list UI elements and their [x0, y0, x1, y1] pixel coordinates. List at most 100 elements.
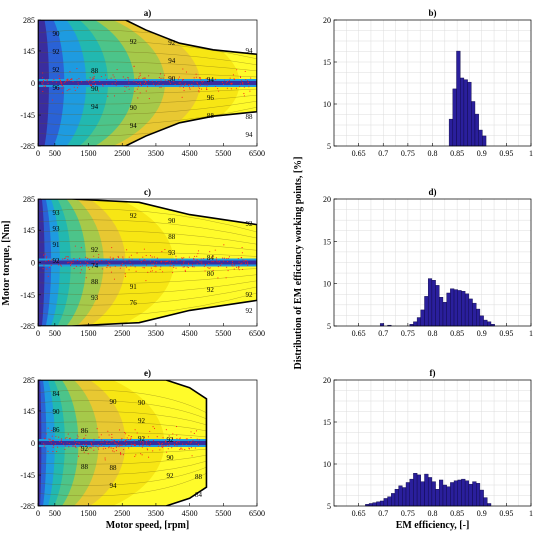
working-point	[155, 80, 157, 82]
working-point	[128, 435, 130, 437]
working-point	[232, 265, 234, 267]
contour-line	[38, 286, 257, 306]
working-point	[89, 77, 91, 79]
working-point	[125, 265, 127, 267]
working-point	[106, 78, 108, 80]
working-point	[227, 80, 229, 82]
working-point	[61, 84, 64, 87]
working-point	[168, 445, 170, 447]
working-point	[168, 442, 170, 444]
map-bands	[38, 380, 207, 506]
working-point	[189, 442, 191, 444]
working-point	[159, 449, 161, 451]
working-point	[209, 259, 211, 261]
working-point	[87, 453, 89, 455]
working-point	[66, 79, 68, 81]
working-point	[124, 78, 126, 80]
working-point	[164, 79, 166, 81]
working-point	[58, 86, 60, 89]
working-point	[241, 80, 243, 82]
contour-label: 90	[53, 30, 61, 38]
working-point	[176, 445, 178, 447]
working-point	[200, 258, 202, 260]
histogram-bar	[450, 288, 455, 327]
working-point	[42, 90, 44, 93]
working-point	[193, 260, 195, 262]
contour-line	[38, 72, 257, 78]
working-point	[128, 447, 130, 449]
working-point	[73, 267, 75, 269]
band	[38, 20, 49, 146]
working-point	[173, 265, 175, 267]
working-point	[176, 438, 178, 440]
x-tick-label: 0.8	[428, 329, 438, 338]
working-point	[67, 78, 69, 80]
x-tick-label: 2500	[114, 149, 130, 158]
working-point	[199, 87, 201, 90]
contour-line	[38, 94, 257, 105]
working-point	[122, 454, 124, 456]
x-tick-label: 2500	[114, 509, 130, 518]
working-point	[90, 85, 92, 87]
working-point	[178, 82, 180, 84]
working-point	[226, 258, 228, 260]
working-point	[230, 82, 232, 84]
y-tick-label: 285	[23, 376, 35, 385]
working-point	[156, 257, 158, 259]
x-tick-label: 0.75	[401, 509, 415, 518]
working-point	[183, 257, 185, 259]
working-point	[182, 266, 184, 268]
working-point	[52, 80, 54, 82]
contour-label: 88	[246, 113, 254, 121]
working-point	[157, 84, 159, 86]
working-point	[123, 449, 125, 451]
histogram-bar	[471, 101, 476, 147]
working-point	[75, 447, 77, 449]
working-point	[89, 80, 91, 82]
working-point	[196, 255, 198, 257]
working-point	[168, 435, 170, 437]
working-point	[62, 92, 64, 94]
histogram-bar	[379, 500, 385, 507]
working-point	[160, 443, 162, 445]
x-tick-label: 4500	[182, 329, 198, 338]
working-point	[145, 81, 147, 83]
working-point	[120, 454, 122, 456]
working-point	[43, 254, 45, 256]
contour-line	[38, 400, 207, 419]
working-point	[89, 447, 91, 449]
working-point	[205, 78, 207, 80]
working-point	[181, 257, 183, 259]
contour-label: 92	[166, 436, 174, 444]
working-point	[176, 261, 178, 263]
contour-label: 90	[168, 217, 176, 225]
working-point	[68, 446, 70, 448]
working-point	[197, 445, 199, 447]
histogram-bar	[427, 477, 433, 507]
working-point	[175, 426, 178, 428]
band	[38, 380, 42, 506]
working-point	[47, 275, 49, 277]
working-point	[181, 79, 183, 81]
working-point	[91, 86, 93, 88]
working-point	[72, 260, 74, 262]
x-tick-label: 6500	[249, 329, 265, 338]
working-point	[142, 78, 144, 80]
working-point	[145, 254, 147, 257]
working-point	[192, 440, 194, 442]
histogram-bar	[467, 81, 472, 147]
working-point	[240, 256, 242, 259]
working-point	[66, 436, 68, 439]
band	[38, 20, 65, 146]
x-tick-label: 0.7	[378, 329, 388, 338]
working-point	[77, 436, 79, 438]
working-point	[143, 267, 146, 269]
working-point	[114, 265, 116, 267]
x-tick-label: 3500	[148, 329, 164, 338]
working-point	[130, 265, 132, 267]
working-point	[122, 76, 124, 78]
working-point	[51, 435, 53, 437]
right-ylabel: Distribution of EM efficiency working po…	[293, 156, 304, 369]
working-point	[152, 440, 154, 442]
histogram-bar	[402, 487, 407, 507]
